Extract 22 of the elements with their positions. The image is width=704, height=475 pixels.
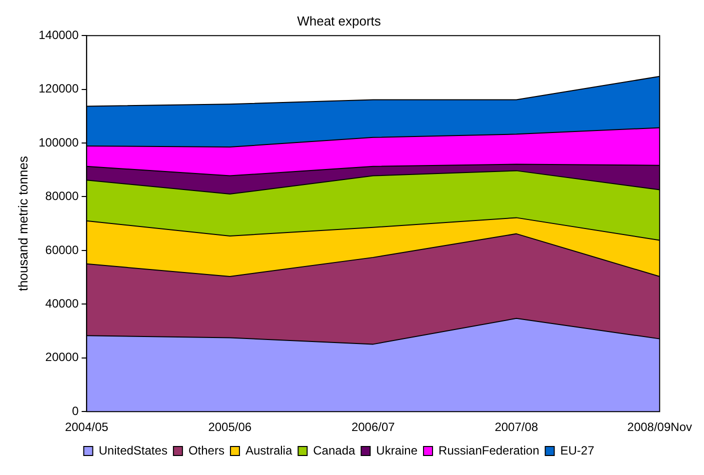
legend-label: EU-27 [560,443,595,458]
y-tick-label: 60000 [45,242,79,257]
legend-label: Australia [245,443,292,458]
x-tick-label: 2004/05 [64,420,109,434]
y-tick-label: 80000 [45,189,79,204]
x-tick-label: 2006/07 [351,420,396,434]
y-tick-label: 140000 [38,28,79,42]
y-axis-title: thousand metric tonnes [15,156,30,292]
legend-label: Ukraine [376,443,418,458]
legend-label: Canada [313,443,356,458]
y-tick-label: 120000 [38,82,79,96]
legend-label: Others [188,443,224,458]
y-tick-label: 0 [72,404,79,418]
chart-title: Wheat exports [297,13,382,28]
legend-label: RussianFederation [438,443,540,458]
y-tick-label: 40000 [45,296,79,310]
x-tick-label: 2007/08 [494,420,538,434]
y-tick-label: 20000 [45,350,79,364]
y-tick-label: 100000 [38,135,79,150]
x-tick-label: 2005/06 [208,420,252,434]
x-tick-label: 2008/09Nov [627,420,692,434]
legend-label: UnitedStates [98,443,168,458]
